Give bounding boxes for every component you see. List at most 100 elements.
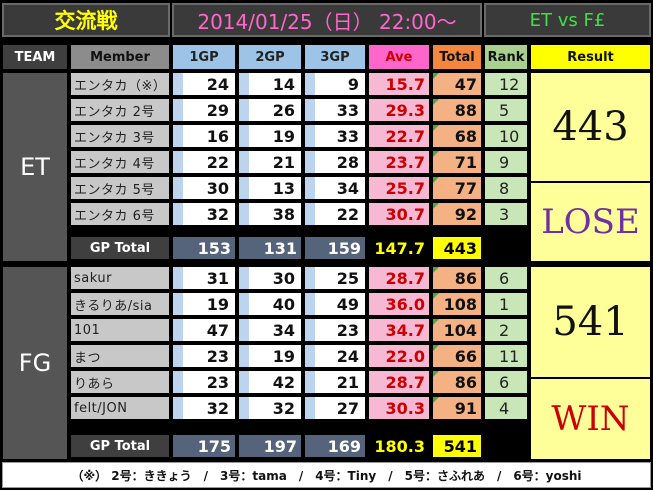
gp-total-3gp: 169 — [304, 434, 366, 458]
member-name: エンタカ 2号 — [70, 98, 170, 122]
score-1gp: 22 — [172, 150, 236, 174]
member-name: きるりあ/sia — [70, 292, 170, 316]
result-score-value: 541 — [552, 299, 629, 345]
score-total: 71 — [432, 150, 482, 174]
score-ave: 23.7 — [368, 150, 430, 174]
rank-value: 6 — [484, 370, 528, 394]
score-1gp: 23 — [172, 370, 236, 394]
score-3gp: 49 — [304, 292, 366, 316]
rank-value: 2 — [484, 318, 528, 342]
score-total: 86 — [432, 266, 482, 290]
score-1gp: 30 — [172, 176, 236, 200]
match-datetime: 2014/01/25（日） 22:00～ — [172, 3, 482, 37]
score-1gp: 24 — [172, 72, 236, 96]
score-ave: 36.0 — [368, 292, 430, 316]
score-total: 66 — [432, 344, 482, 368]
gp-total-1gp: 153 — [172, 236, 236, 260]
rank-value: 6 — [484, 266, 528, 290]
rank-value: 4 — [484, 396, 528, 420]
rank-value: 1 — [484, 292, 528, 316]
match-title: ET vs F£ — [484, 3, 651, 37]
col-header-member: Member — [70, 44, 170, 70]
score-ave: 22.0 — [368, 344, 430, 368]
score-2gp: 32 — [238, 396, 302, 420]
score-1gp: 29 — [172, 98, 236, 122]
rank-value: 11 — [484, 344, 528, 368]
member-name: エンタカ 4号 — [70, 150, 170, 174]
score-2gp: 26 — [238, 98, 302, 122]
score-2gp: 42 — [238, 370, 302, 394]
page-title: 交流戦 — [2, 3, 170, 37]
member-name: エンタカ 5号 — [70, 176, 170, 200]
score-3gp: 24 — [304, 344, 366, 368]
score-2gp: 19 — [238, 124, 302, 148]
score-1gp: 31 — [172, 266, 236, 290]
col-header-rank: Rank — [484, 44, 528, 70]
member-name: まつ — [70, 344, 170, 368]
rank-value: 8 — [484, 176, 528, 200]
rank-value: 5 — [484, 98, 528, 122]
rank-value: 9 — [484, 150, 528, 174]
score-ave: 30.7 — [368, 202, 430, 226]
score-2gp: 19 — [238, 344, 302, 368]
gp-total-ave: 180.3 — [368, 434, 430, 458]
score-1gp: 32 — [172, 396, 236, 420]
score-total: 91 — [432, 396, 482, 420]
score-2gp: 21 — [238, 150, 302, 174]
gp-total-rank-blank — [484, 236, 528, 260]
col-header-1gp: 1GP — [172, 44, 236, 70]
score-ave: 30.3 — [368, 396, 430, 420]
rank-value: 3 — [484, 202, 528, 226]
score-3gp: 34 — [304, 176, 366, 200]
result-outcome-et: LOSE — [530, 182, 651, 262]
gp-total-label: GP Total — [70, 434, 170, 458]
gp-total-label: GP Total — [70, 236, 170, 260]
gp-total-1gp: 175 — [172, 434, 236, 458]
score-ave: 28.7 — [368, 266, 430, 290]
score-3gp: 21 — [304, 370, 366, 394]
member-name: sakur — [70, 266, 170, 290]
score-ave: 25.7 — [368, 176, 430, 200]
gp-total-3gp: 159 — [304, 236, 366, 260]
score-1gp: 23 — [172, 344, 236, 368]
score-3gp: 25 — [304, 266, 366, 290]
team-label-fg: FG — [2, 266, 68, 460]
score-2gp: 30 — [238, 266, 302, 290]
col-header-ave: Ave — [368, 44, 430, 70]
result-score-value: 443 — [552, 104, 629, 150]
col-header-result: Result — [530, 44, 651, 70]
score-ave: 34.7 — [368, 318, 430, 342]
score-total: 92 — [432, 202, 482, 226]
member-name: エンタカ 6号 — [70, 202, 170, 226]
rank-value: 10 — [484, 124, 528, 148]
member-name: 101 — [70, 318, 170, 342]
member-name: felt/JON — [70, 396, 170, 420]
score-total: 47 — [432, 72, 482, 96]
score-total: 88 — [432, 98, 482, 122]
result-score-et: 443 — [530, 72, 651, 182]
col-header-team: TEAM — [2, 44, 68, 70]
score-total: 108 — [432, 292, 482, 316]
score-3gp: 27 — [304, 396, 366, 420]
score-1gp: 32 — [172, 202, 236, 226]
score-total: 68 — [432, 124, 482, 148]
score-3gp: 33 — [304, 124, 366, 148]
score-ave: 29.3 — [368, 98, 430, 122]
member-name: エンタカ 3号 — [70, 124, 170, 148]
member-note-footer: （※） 2号：ききょう / 3号：tama / 4号：Tiny / 5号：さふれ… — [2, 462, 651, 488]
col-header-3gp: 3GP — [304, 44, 366, 70]
member-name: りあら — [70, 370, 170, 394]
gp-total-ave: 147.7 — [368, 236, 430, 260]
result-outcome-win: WIN — [551, 399, 630, 439]
gp-total-rank-blank — [484, 434, 528, 458]
score-1gp: 16 — [172, 124, 236, 148]
result-outcome-fg: WIN — [530, 378, 651, 460]
score-2gp: 34 — [238, 318, 302, 342]
score-3gp: 33 — [304, 98, 366, 122]
score-2gp: 13 — [238, 176, 302, 200]
gp-total-2gp: 197 — [238, 434, 302, 458]
score-ave: 22.7 — [368, 124, 430, 148]
score-ave: 15.7 — [368, 72, 430, 96]
score-3gp: 9 — [304, 72, 366, 96]
col-header-total: Total — [432, 44, 482, 70]
